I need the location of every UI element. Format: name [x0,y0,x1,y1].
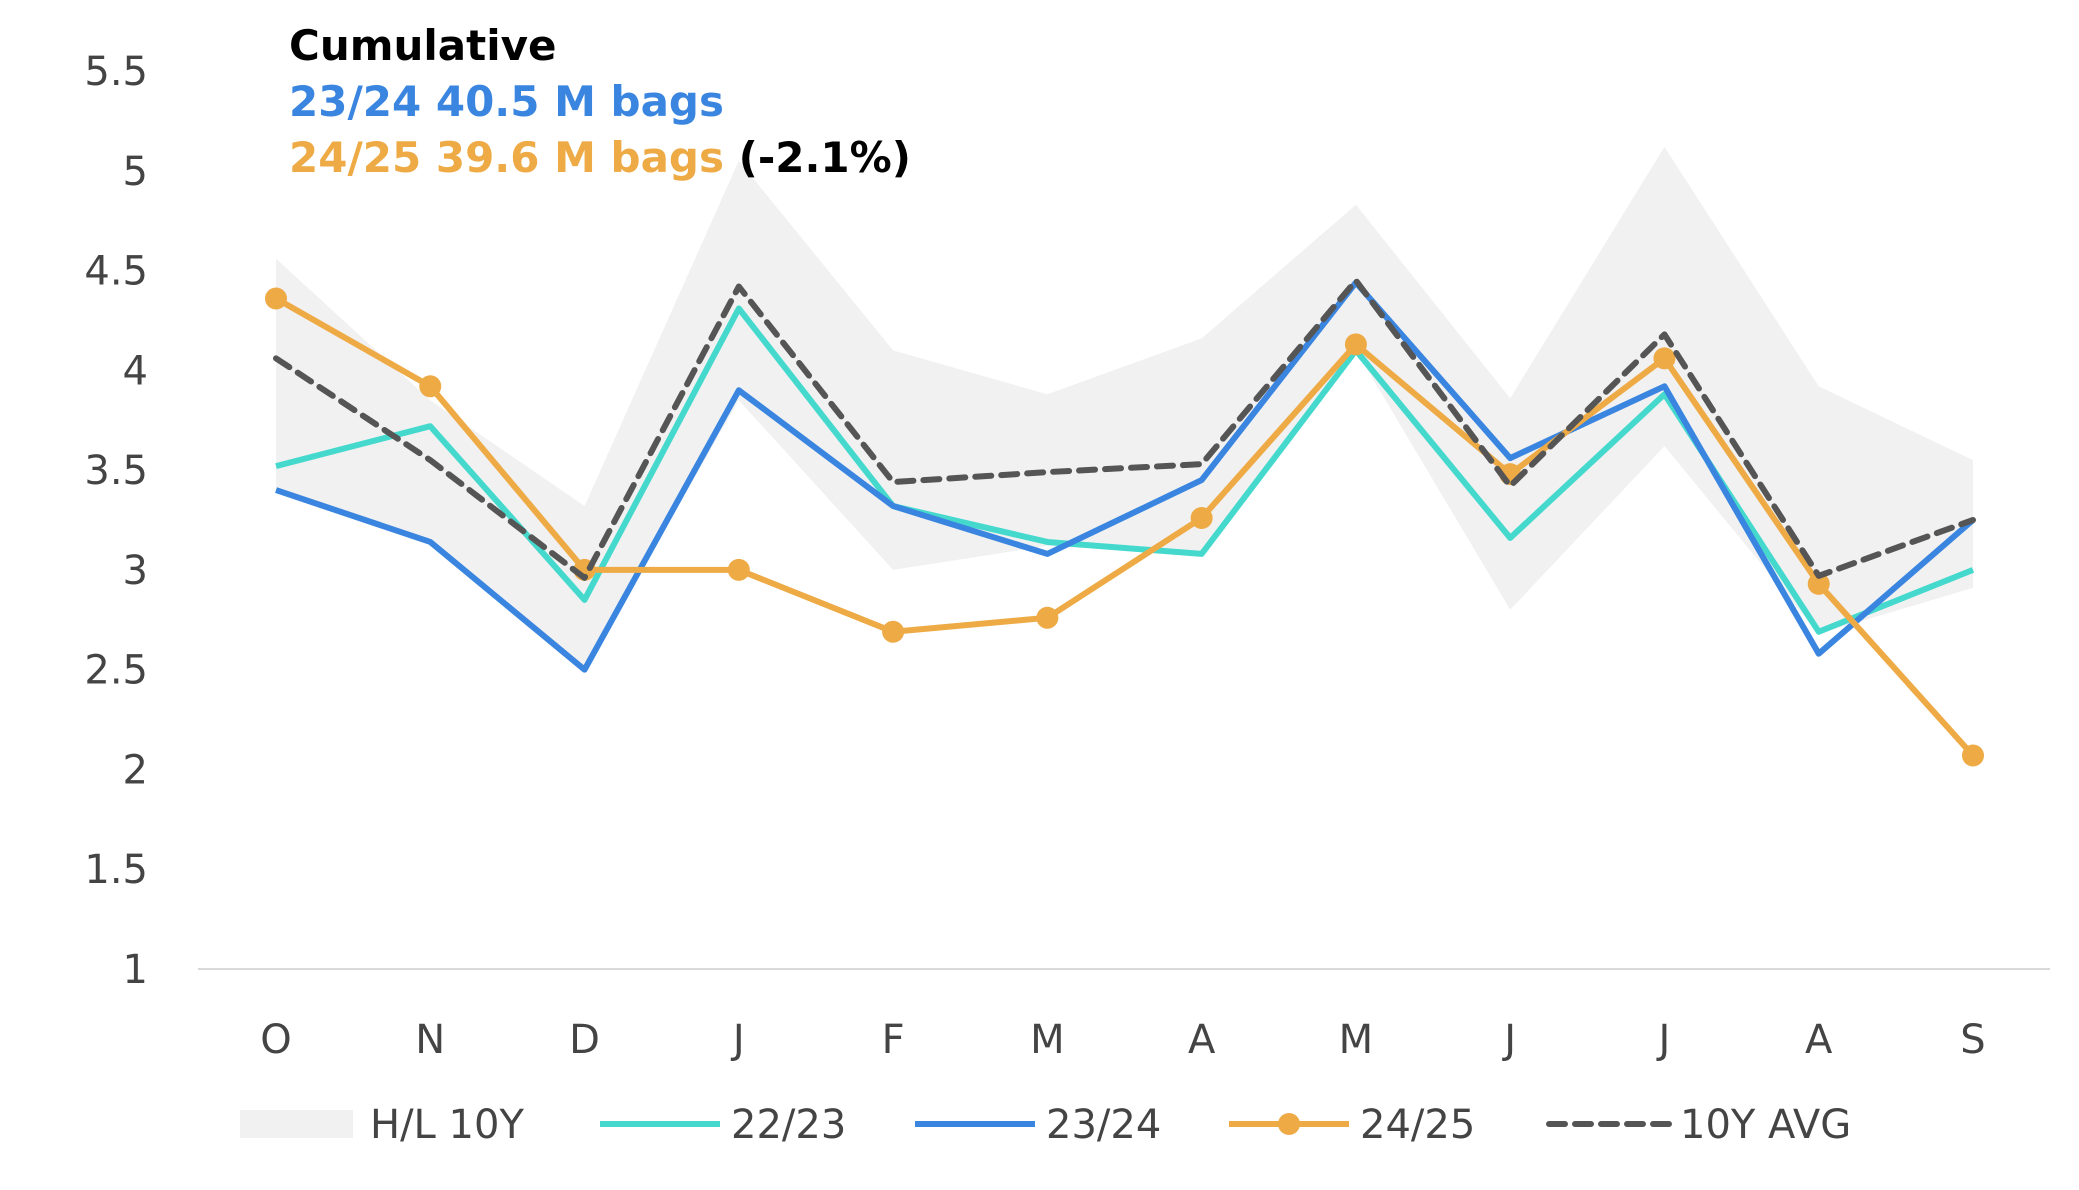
series-line-23-24 [275,279,1975,673]
data-point-24-25 [1807,572,1830,595]
legend-marker-24-25 [1278,1113,1300,1135]
subtitle-2425-row: 24/25 39.6 M bags (-2.1%) [289,130,911,186]
data-point-24-25 [265,287,287,310]
legend-label-10y-avg: 10Y AVG [1680,1102,1851,1148]
x-tick-label: A [1188,1017,1216,1063]
x-tick-label: M [1339,1017,1374,1063]
data-point-24-25 [1962,744,1984,767]
y-tick-label: 4.5 [84,249,148,295]
x-tick-label: J [1656,1017,1671,1063]
y-tick-label: 1.5 [84,847,148,893]
subtitle-2324: 23/24 40.5 M bags [289,77,724,126]
chart-title: Cumulative [289,21,557,70]
subtitle-change: (-2.1%) [738,133,911,182]
y-tick-label: 5.5 [84,49,148,95]
x-tick-label: F [882,1017,905,1063]
data-point-24-25 [727,558,750,581]
data-point-24-25 [882,620,905,643]
hl-10y-band [276,146,1973,670]
x-tick-label: J [1501,1017,1516,1063]
legend-label-24-25: 24/25 [1360,1102,1475,1148]
x-tick-label: M [1030,1017,1065,1063]
data-point-24-25 [1036,606,1059,629]
series-line-10y-avg [273,277,1976,581]
y-tick-label: 5 [123,149,148,195]
x-tick-label: A [1805,1017,1833,1063]
y-tick-label: 3.5 [84,448,148,494]
x-tick-label: N [415,1017,445,1063]
x-tick-label: D [569,1017,600,1063]
series-line-24-25 [274,295,1976,758]
y-tick-label: 4 [123,348,148,394]
y-tick-label: 3 [123,548,148,594]
x-tick-label: S [1960,1017,1985,1063]
chart-title-block: Cumulative 23/24 40.5 M bags 24/25 39.6 … [289,18,911,186]
legend-swatch-hl-10y [240,1110,353,1138]
y-tick-label: 2 [123,747,148,793]
subtitle-2425: 24/25 39.6 M bags [289,133,724,182]
legend-label-23-24: 23/24 [1046,1102,1161,1148]
data-point-24-25 [1653,347,1676,370]
y-tick-label: 1 [123,947,148,993]
legend-label-22-23: 22/23 [731,1102,846,1148]
data-point-24-25 [1190,507,1213,530]
x-tick-label: O [260,1017,291,1063]
data-point-24-25 [419,375,442,398]
legend-label-hl-10y: H/L 10Y [370,1102,524,1148]
y-tick-label: 2.5 [84,648,148,694]
x-tick-label: J [730,1017,745,1063]
data-point-24-25 [1344,333,1367,356]
